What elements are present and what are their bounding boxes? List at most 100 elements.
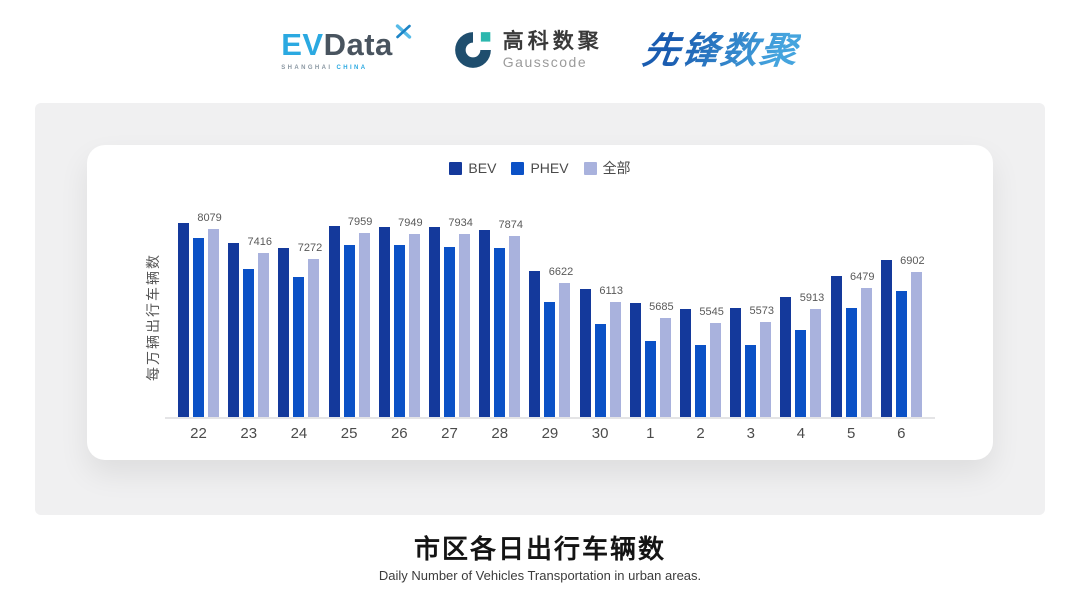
bar-全部-22: [208, 229, 219, 417]
bar-group-24: 7272: [278, 242, 322, 417]
y-axis-title: 每万辆出行车辆数: [145, 253, 161, 381]
bar-全部-28: [509, 236, 521, 417]
gausscode-g-icon: [454, 32, 491, 68]
bar-PHEV-24: [293, 277, 305, 417]
legend-label: PHEV: [530, 160, 569, 176]
evdata-subtext: SHANGHAI CHINA: [281, 65, 367, 71]
legend-label: 全部: [602, 160, 631, 176]
legend-swatch-PHEV: [511, 161, 525, 175]
bar-全部-4: [810, 309, 822, 417]
x-tick-28: 28: [491, 425, 509, 442]
bar-BEV-26: [378, 227, 390, 417]
bar-BEV-30: [579, 289, 591, 417]
legend-item-BEV: BEV: [449, 160, 496, 176]
plot-area: 8079 7416 7272 7959 7949 7934 7874 6622 6113 5685…: [165, 212, 935, 419]
bar-全部-3: [760, 322, 772, 417]
bar-group-29: 6622: [529, 266, 573, 417]
bar-PHEV-3: [745, 345, 757, 417]
x-tick-29: 29: [541, 425, 559, 442]
bar-PHEV-23: [243, 269, 255, 417]
chart-card: BEV PHEV 全部 每万辆出行车辆数 8079 7416 7272 7959 7949 7…: [87, 145, 993, 460]
bar-全部-23: [258, 253, 270, 417]
bar-group-6: 6902: [880, 255, 925, 417]
bar-value-label-29: 6622: [548, 266, 574, 278]
bar-value-label-6: 6902: [900, 255, 925, 267]
bar-全部-2: [710, 323, 722, 417]
x-axis-labels: 22 23 24 25 26 27 28 29 30 1 2 3 4 5 6: [165, 425, 935, 442]
bar-PHEV-28: [494, 248, 506, 417]
bar-BEV-27: [429, 227, 441, 417]
x-tick-2: 2: [696, 425, 705, 442]
pioneer-logo: 先锋数聚: [639, 29, 802, 71]
evdata-china-text: CHINA: [336, 65, 368, 71]
bar-PHEV-5: [845, 308, 857, 417]
bar-PHEV-26: [393, 245, 405, 417]
bar-value-label-27: 7934: [448, 217, 473, 229]
legend-label: BEV: [468, 160, 497, 176]
bar-全部-24: [308, 259, 320, 417]
bar-PHEV-4: [795, 330, 807, 417]
bar-PHEV-30: [594, 324, 606, 417]
gausscode-cn-text: 高科数聚: [502, 29, 603, 53]
bar-group-23: 7416: [228, 236, 272, 417]
bar-PHEV-1: [644, 341, 656, 417]
bar-group-22: 8079: [178, 212, 222, 417]
bar-group-4: 5913: [780, 292, 824, 417]
bar-BEV-29: [529, 271, 541, 417]
x-tick-23: 23: [240, 425, 258, 442]
bar-PHEV-2: [695, 345, 707, 417]
legend-swatch-BEV: [449, 161, 463, 175]
bar-group-5: 6479: [830, 271, 874, 417]
bar-value-label-22: 8079: [197, 212, 222, 224]
legend-item-全部: 全部: [583, 158, 631, 178]
bar-value-label-28: 7874: [498, 219, 524, 231]
bar-BEV-4: [780, 297, 792, 417]
bar-全部-5: [860, 288, 872, 417]
bar-value-label-23: 7416: [247, 236, 273, 248]
bar-全部-29: [559, 283, 571, 417]
evdata-ev-text: EV: [281, 27, 324, 62]
bar-group-26: 7949: [378, 217, 423, 417]
evdata-logo: EV Data SHANGHAI CHINA: [281, 24, 412, 71]
bar-BEV-3: [730, 308, 742, 417]
bar-BEV-23: [228, 243, 240, 417]
chart-subtitle: Daily Number of Vehicles Transportation …: [378, 568, 702, 583]
bar-group-2: 5545: [680, 306, 724, 417]
x-tick-1: 1: [646, 425, 655, 442]
evdata-x-icon: [395, 24, 411, 39]
bar-BEV-22: [178, 223, 189, 417]
bar-全部-26: [408, 234, 420, 417]
bar-PHEV-29: [544, 302, 556, 417]
bar-全部-1: [659, 318, 671, 417]
evdata-data-text: Data: [323, 27, 393, 62]
gausscode-logo: 高科数聚 Gausscode: [452, 29, 603, 71]
bar-value-label-30: 6113: [599, 285, 624, 297]
legend-item-PHEV: PHEV: [511, 160, 569, 176]
bar-全部-27: [459, 234, 471, 417]
bar-BEV-5: [830, 276, 842, 417]
bar-value-label-4: 5913: [799, 292, 825, 304]
x-tick-3: 3: [746, 425, 755, 442]
chart-panel: BEV PHEV 全部 每万辆出行车辆数 8079 7416 7272 7959 7949 7…: [35, 103, 1045, 515]
bar-PHEV-25: [343, 245, 355, 417]
x-tick-26: 26: [390, 425, 408, 442]
bar-group-30: 6113: [579, 285, 623, 417]
bar-BEV-2: [680, 309, 692, 417]
bar-group-25: 7959: [328, 216, 372, 417]
bar-value-label-2: 5545: [699, 306, 724, 318]
bar-BEV-24: [278, 248, 290, 417]
bar-PHEV-27: [444, 247, 456, 417]
bar-group-28: 7874: [479, 219, 523, 417]
x-tick-30: 30: [591, 425, 609, 442]
bar-PHEV-22: [193, 238, 204, 417]
x-tick-24: 24: [290, 425, 308, 442]
x-tick-5: 5: [846, 425, 856, 442]
x-tick-6: 6: [897, 425, 906, 442]
bar-全部-25: [358, 233, 370, 417]
evdata-wordmark: EV Data: [281, 24, 412, 62]
bar-group-1: 5685: [629, 301, 674, 417]
bar-value-label-1: 5685: [649, 301, 674, 313]
bar-value-label-3: 5573: [749, 305, 775, 317]
bar-PHEV-6: [895, 291, 907, 417]
bar-value-label-24: 7272: [297, 242, 323, 254]
